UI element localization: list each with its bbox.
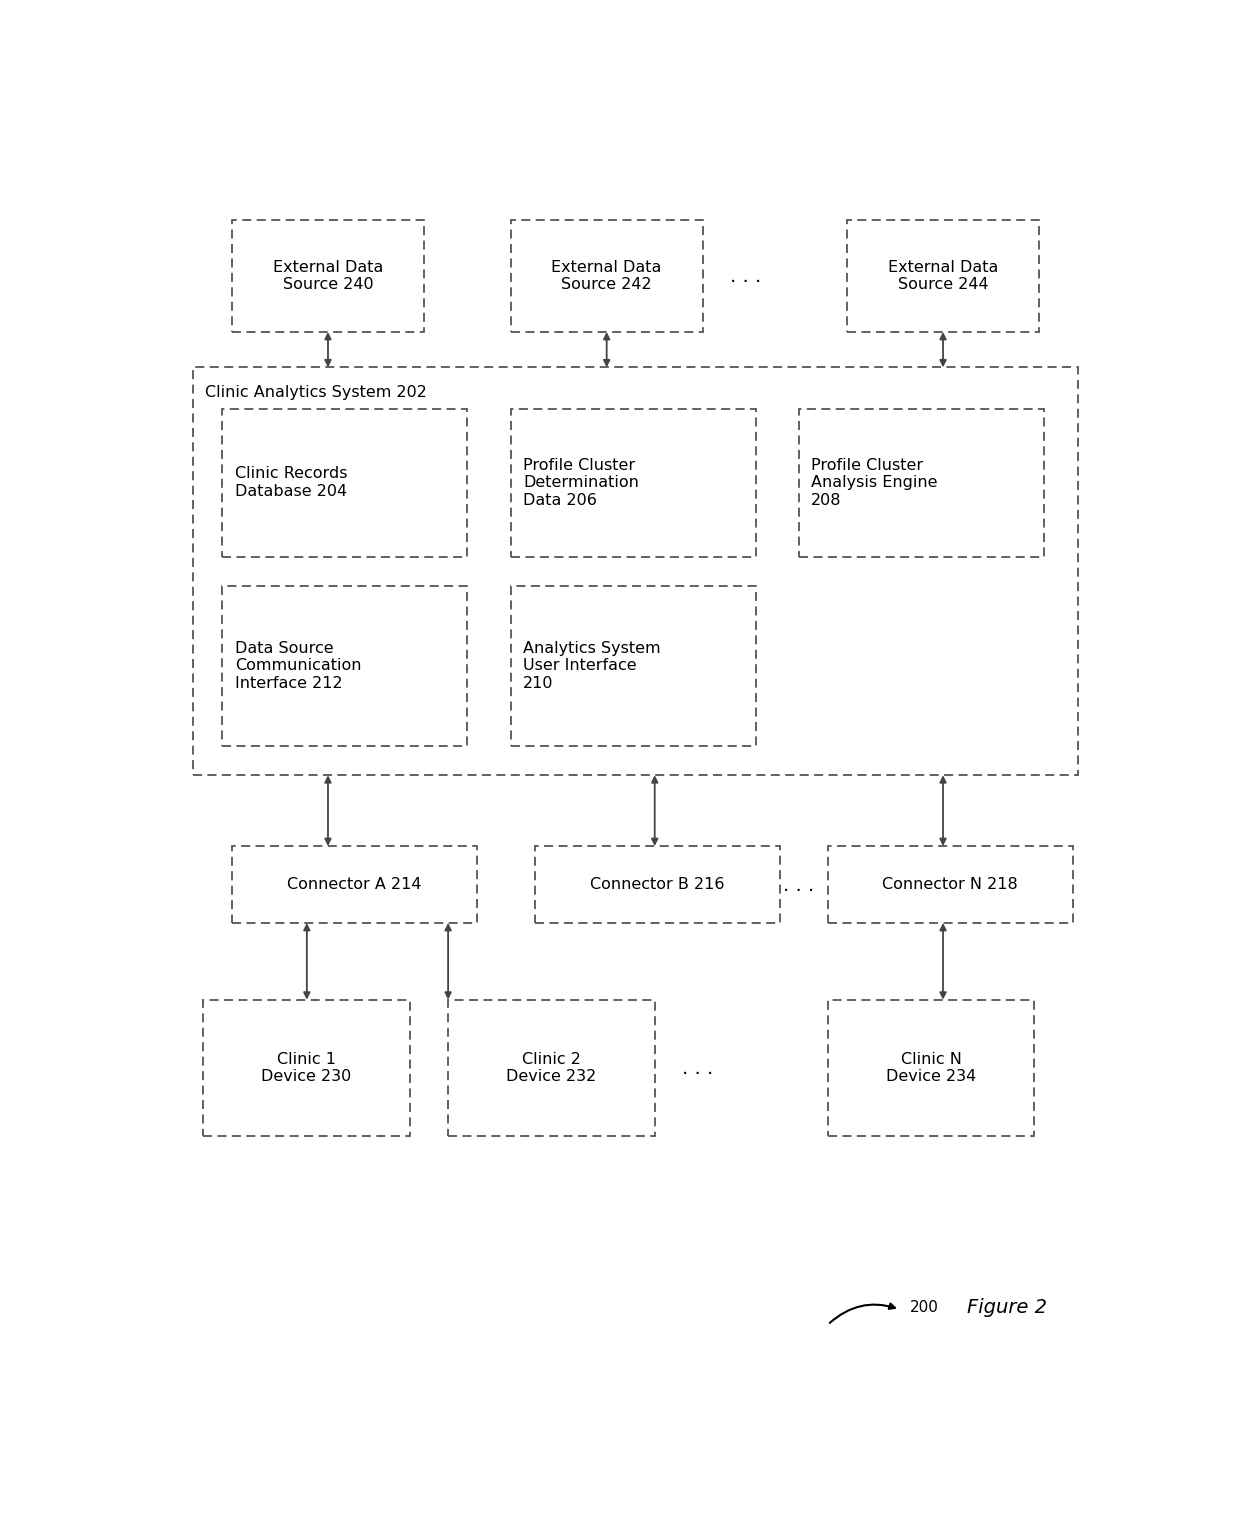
- Bar: [511, 220, 703, 332]
- Bar: [828, 999, 1034, 1136]
- Text: . . .: . . .: [784, 875, 815, 895]
- Text: External Data
Source 242: External Data Source 242: [552, 259, 662, 292]
- Text: Analytics System
User Interface
210: Analytics System User Interface 210: [523, 642, 661, 691]
- Text: Profile Cluster
Analysis Engine
208: Profile Cluster Analysis Engine 208: [811, 457, 937, 508]
- Text: Figure 2: Figure 2: [967, 1297, 1047, 1317]
- Bar: [511, 408, 755, 557]
- Bar: [828, 846, 1073, 923]
- Bar: [511, 586, 755, 746]
- Text: Clinic Records
Database 204: Clinic Records Database 204: [234, 467, 347, 499]
- Text: . . .: . . .: [682, 1059, 713, 1078]
- Text: Clinic N
Device 234: Clinic N Device 234: [885, 1051, 976, 1084]
- Text: Clinic Analytics System 202: Clinic Analytics System 202: [205, 385, 427, 401]
- Text: Profile Cluster
Determination
Data 206: Profile Cluster Determination Data 206: [523, 457, 639, 508]
- Text: Clinic 1
Device 230: Clinic 1 Device 230: [262, 1051, 351, 1084]
- Bar: [534, 846, 780, 923]
- Text: External Data
Source 240: External Data Source 240: [273, 259, 383, 292]
- Text: Data Source
Communication
Interface 212: Data Source Communication Interface 212: [234, 642, 361, 691]
- Bar: [799, 408, 1044, 557]
- Text: Connector B 216: Connector B 216: [590, 876, 724, 892]
- Text: Connector A 214: Connector A 214: [288, 876, 422, 892]
- Text: 200: 200: [909, 1300, 939, 1314]
- Bar: [222, 586, 467, 746]
- Bar: [203, 999, 409, 1136]
- Bar: [222, 408, 467, 557]
- Bar: [847, 220, 1039, 332]
- Bar: [232, 846, 477, 923]
- Text: Clinic 2
Device 232: Clinic 2 Device 232: [506, 1051, 596, 1084]
- Text: External Data
Source 244: External Data Source 244: [888, 259, 998, 292]
- Bar: [448, 999, 655, 1136]
- Bar: [193, 367, 1078, 775]
- Bar: [232, 220, 424, 332]
- Text: . . .: . . .: [730, 267, 761, 286]
- Text: Connector N 218: Connector N 218: [883, 876, 1018, 892]
